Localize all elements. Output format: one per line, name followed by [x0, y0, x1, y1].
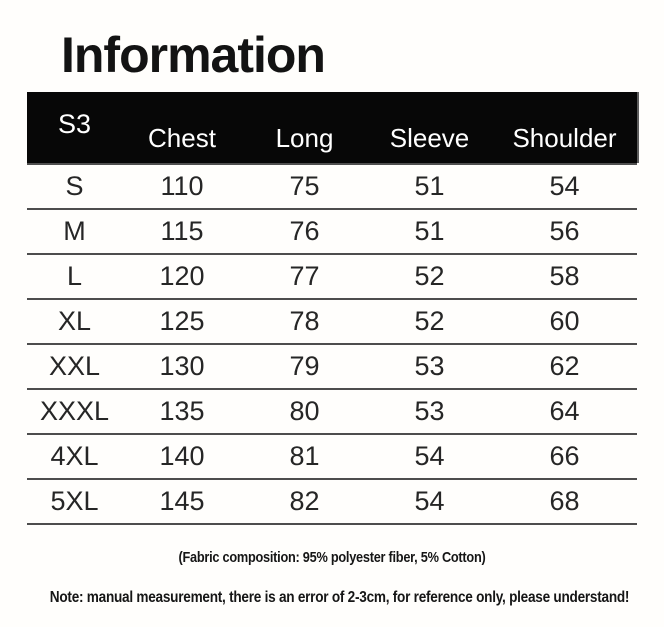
- chest-cell: 130: [159, 351, 205, 381]
- long-cell: 82: [289, 486, 320, 516]
- sleeve-cell: 53: [414, 396, 445, 426]
- chest-cell: 145: [159, 486, 205, 516]
- size-cell: L: [66, 261, 83, 291]
- corner-label: S3: [57, 109, 92, 139]
- shoulder-cell: 68: [549, 486, 580, 516]
- chest-cell: 120: [159, 261, 205, 291]
- shoulder-cell: 54: [549, 171, 580, 201]
- size-cell: M: [63, 216, 86, 246]
- shoulder-cell: 60: [549, 306, 580, 336]
- chest-cell: 110: [160, 171, 204, 201]
- sleeve-cell: 51: [414, 216, 445, 246]
- fabric-composition-note: (Fabric composition: 95% polyester fiber…: [178, 549, 486, 566]
- long-cell: 76: [289, 216, 320, 246]
- sleeve-cell: 52: [414, 306, 445, 336]
- table-row: XXXL 135 80 53 64: [27, 390, 637, 435]
- table-row: S 110 75 51 54: [27, 165, 637, 210]
- shoulder-cell: 56: [549, 216, 580, 246]
- size-cell: XXL: [48, 351, 101, 381]
- chest-cell: 140: [159, 441, 205, 471]
- sleeve-cell: 54: [414, 486, 445, 516]
- table-row: L 120 77 52 58: [27, 255, 637, 300]
- table-row: XXL 130 79 53 62: [27, 345, 637, 390]
- table-row: 4XL 140 81 54 66: [27, 435, 637, 480]
- long-cell: 80: [289, 396, 320, 426]
- shoulder-cell: 66: [549, 441, 580, 471]
- size-chart-body: S 110 75 51 54 M 115 76 51 56 L 120 77 5…: [27, 165, 637, 525]
- sleeve-cell: 52: [414, 261, 445, 291]
- size-cell: XXXL: [39, 396, 110, 426]
- table-row: M 115 76 51 56: [27, 210, 637, 255]
- sleeve-cell: 54: [414, 441, 445, 471]
- shoulder-cell: 62: [549, 351, 580, 381]
- chest-cell: 125: [159, 306, 205, 336]
- measurement-note: Note: manual measurement, there is an er…: [49, 589, 630, 606]
- chest-cell: 115: [160, 216, 204, 246]
- long-cell: 78: [289, 306, 320, 336]
- size-cell: 5XL: [50, 486, 99, 516]
- table-row: 5XL 145 82 54 68: [27, 480, 637, 525]
- shoulder-cell: 58: [549, 261, 580, 291]
- sleeve-cell: 51: [414, 171, 445, 201]
- chest-cell: 135: [159, 396, 205, 426]
- column-header-sleeve: Sleeve: [389, 123, 470, 153]
- column-header-shoulder: Shoulder: [512, 123, 617, 153]
- sleeve-cell: 53: [414, 351, 445, 381]
- long-cell: 79: [289, 351, 320, 381]
- column-header-long: Long: [275, 123, 334, 153]
- long-cell: 75: [289, 171, 320, 201]
- column-header-chest: Chest: [148, 123, 216, 153]
- page-title: Information: [61, 27, 326, 83]
- long-cell: 81: [289, 441, 320, 471]
- size-chart: S3 Chest Long Sleeve Shoulder S 110 75 5…: [27, 92, 637, 525]
- long-cell: 77: [289, 261, 320, 291]
- size-chart-header: S3 Chest Long Sleeve Shoulder: [27, 92, 637, 163]
- table-row: XL 125 78 52 60: [27, 300, 637, 345]
- size-cell: S: [65, 171, 84, 201]
- shoulder-cell: 64: [549, 396, 580, 426]
- size-cell: 4XL: [50, 441, 99, 471]
- size-cell: XL: [57, 306, 92, 336]
